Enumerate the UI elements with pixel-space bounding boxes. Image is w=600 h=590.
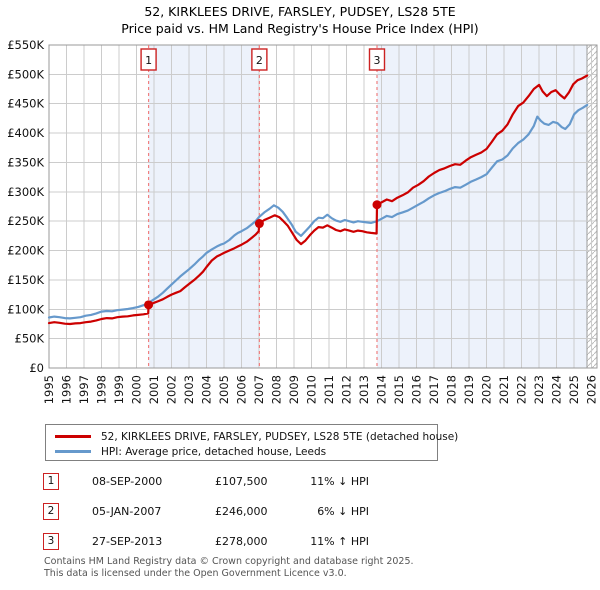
- x-tick-label: 2017: [427, 375, 441, 404]
- x-tick-label: 2015: [392, 375, 406, 404]
- x-tick-label: 2026: [585, 375, 599, 404]
- transaction-row: 2 05-JAN-2007 £246,000 6% ↓ HPI: [43, 503, 563, 533]
- sale-marker-dot: [372, 200, 382, 210]
- sale-event-label: 2: [256, 54, 263, 67]
- sale-marker-dot: [144, 300, 154, 310]
- y-tick-label: £400K: [7, 126, 44, 140]
- transaction-price: £246,000: [215, 505, 268, 518]
- x-tick-label: 2013: [357, 375, 371, 404]
- x-tick-label: 2001: [147, 375, 161, 404]
- transaction-price: £278,000: [215, 535, 268, 548]
- sale-event-label-box: [140, 48, 157, 71]
- legend-item-property: 52, KIRKLEES DRIVE, FARSLEY, PUDSEY, LS2…: [55, 429, 458, 444]
- sale-marker-dot: [254, 219, 264, 229]
- x-tick-label: 1997: [77, 375, 91, 404]
- transaction-hpi-delta: 11% ↓ HPI: [310, 475, 369, 488]
- transaction-row: 3 27-SEP-2013 £278,000 11% ↑ HPI: [43, 533, 563, 563]
- legend-label-hpi: HPI: Average price, detached house, Leed…: [101, 445, 327, 458]
- x-tick-label: 2002: [165, 375, 179, 404]
- y-tick-label: £550K: [7, 38, 44, 52]
- x-tick-label: 1995: [42, 375, 56, 404]
- x-tick-label: 2010: [305, 375, 319, 404]
- legend-item-hpi: HPI: Average price, detached house, Leed…: [55, 444, 437, 459]
- sale-event-label-box: [251, 48, 268, 71]
- x-tick-label: 1999: [112, 375, 126, 404]
- property-series-swatch: [55, 435, 91, 438]
- y-tick-label: £200K: [7, 244, 44, 258]
- x-tick-label: 2009: [287, 375, 301, 404]
- future-hatch-region: [587, 45, 597, 368]
- x-tick-label: 2016: [410, 375, 424, 404]
- x-tick-label: 2025: [567, 375, 581, 404]
- transaction-date: 05-JAN-2007: [92, 505, 162, 518]
- x-tick-label: 2005: [217, 375, 231, 404]
- hpi-span-shading: [148, 45, 260, 368]
- x-tick-label: 2000: [130, 375, 144, 404]
- x-tick-label: 2023: [532, 375, 546, 404]
- transaction-number-badge: 3: [43, 533, 59, 550]
- legend-label-property: 52, KIRKLEES DRIVE, FARSLEY, PUDSEY, LS2…: [101, 430, 459, 443]
- footer: Contains HM Land Registry data © Crown c…: [44, 556, 414, 579]
- chart-subtitle: Price paid vs. HM Land Registry's House …: [121, 21, 479, 36]
- licence-line: This data is licensed under the Open Gov…: [44, 567, 347, 579]
- x-tick-label: 2012: [340, 375, 354, 404]
- sale-event-label: 3: [373, 54, 380, 67]
- x-tick-label: 2011: [322, 375, 336, 404]
- x-tick-label: 2006: [235, 375, 249, 404]
- plot-border: [48, 44, 598, 369]
- transaction-date: 27-SEP-2013: [92, 535, 163, 548]
- sale-event-label: 1: [145, 54, 152, 67]
- price-chart: 1 2 3 £0 £50K £100K £150K £200K £250K £300K £350K £…: [7, 38, 599, 404]
- y-tick-label: £300K: [7, 185, 44, 199]
- x-tick-label: 1996: [60, 375, 74, 404]
- y-tick-label: £450K: [7, 97, 44, 111]
- hpi-series-swatch: [55, 450, 91, 453]
- x-tick-label: 2022: [515, 375, 529, 404]
- x-tick-label: 1998: [95, 375, 109, 404]
- x-tick-label: 2019: [462, 375, 476, 404]
- x-tick-label: 2024: [550, 375, 564, 404]
- transaction-date: 08-SEP-2000: [92, 475, 163, 488]
- x-tick-label: 2008: [270, 375, 284, 404]
- copyright-line: Contains HM Land Registry data © Crown c…: [44, 556, 414, 567]
- hpi-span-shading: [376, 45, 588, 368]
- transaction-row: 1 08-SEP-2000 £107,500 11% ↓ HPI: [43, 473, 563, 503]
- y-tick-label: £350K: [7, 155, 44, 169]
- transactions-table: 1 08-SEP-2000 £107,500 11% ↓ HPI 2 05-JA…: [43, 473, 563, 563]
- y-tick-label: £500K: [7, 67, 44, 81]
- legend: 52, KIRKLEES DRIVE, FARSLEY, PUDSEY, LS2…: [45, 424, 458, 461]
- transaction-number-badge: 2: [43, 503, 59, 520]
- x-tick-label: 2021: [497, 375, 511, 404]
- x-tick-label: 2004: [200, 375, 214, 404]
- x-tick-label: 2007: [252, 375, 266, 404]
- y-tick-label: £250K: [7, 214, 44, 228]
- x-tick-label: 2014: [375, 375, 389, 404]
- chart-title: 52, KIRKLEES DRIVE, FARSLEY, PUDSEY, LS2…: [144, 4, 456, 19]
- y-tick-label: £50K: [15, 332, 45, 346]
- x-tick-label: 2003: [182, 375, 196, 404]
- y-tick-label: £150K: [7, 273, 44, 287]
- x-tick-label: 2020: [480, 375, 494, 404]
- transaction-price: £107,500: [215, 475, 268, 488]
- transaction-hpi-delta: 6% ↓ HPI: [317, 505, 369, 518]
- transaction-hpi-delta: 11% ↑ HPI: [310, 535, 369, 548]
- transaction-number-badge: 1: [43, 473, 59, 490]
- y-tick-label: £0: [29, 361, 44, 375]
- y-tick-label: £100K: [7, 302, 44, 316]
- x-tick-label: 2018: [445, 375, 459, 404]
- sale-event-label-box: [368, 48, 386, 71]
- property-price-line: [47, 74, 589, 326]
